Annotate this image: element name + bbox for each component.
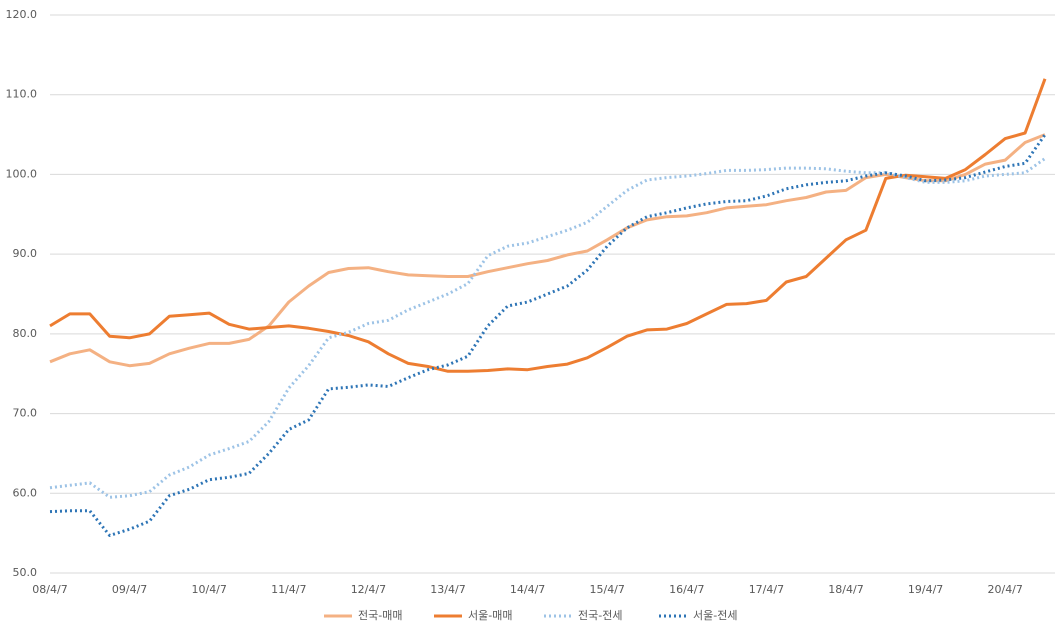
- y-tick-label: 80.0: [13, 327, 38, 340]
- legend-label: 전국-전세: [578, 609, 622, 622]
- x-tick-label: 10/4/7: [191, 583, 226, 596]
- x-tick-label: 11/4/7: [271, 583, 306, 596]
- x-tick-label: 19/4/7: [908, 583, 943, 596]
- x-tick-label: 15/4/7: [589, 583, 624, 596]
- y-tick-label: 50.0: [13, 566, 38, 579]
- y-tick-label: 110.0: [6, 88, 38, 101]
- line: [49, 157, 1046, 499]
- line: [49, 133, 1047, 537]
- x-tick-label: 18/4/7: [828, 583, 863, 596]
- x-tick-label: 09/4/7: [112, 583, 147, 596]
- x-tick-label: 16/4/7: [669, 583, 704, 596]
- line: [49, 133, 1046, 368]
- x-tick-label: 12/4/7: [351, 583, 386, 596]
- legend-label: 전국-매매: [358, 609, 402, 622]
- x-tick-label: 13/4/7: [430, 583, 465, 596]
- legend-label: 서울-매매: [468, 609, 512, 622]
- y-tick-label: 120.0: [6, 8, 38, 21]
- x-tick-label: 17/4/7: [749, 583, 784, 596]
- legend-label: 서울-전세: [693, 609, 737, 622]
- y-tick-label: 60.0: [13, 486, 38, 499]
- line: [49, 78, 1047, 373]
- y-tick-label: 100.0: [6, 167, 38, 180]
- y-tick-label: 90.0: [13, 247, 38, 260]
- y-tick-label: 70.0: [13, 407, 38, 420]
- x-tick-label: 20/4/7: [987, 583, 1022, 596]
- x-tick-label: 14/4/7: [510, 583, 545, 596]
- x-tick-label: 08/4/7: [32, 583, 67, 596]
